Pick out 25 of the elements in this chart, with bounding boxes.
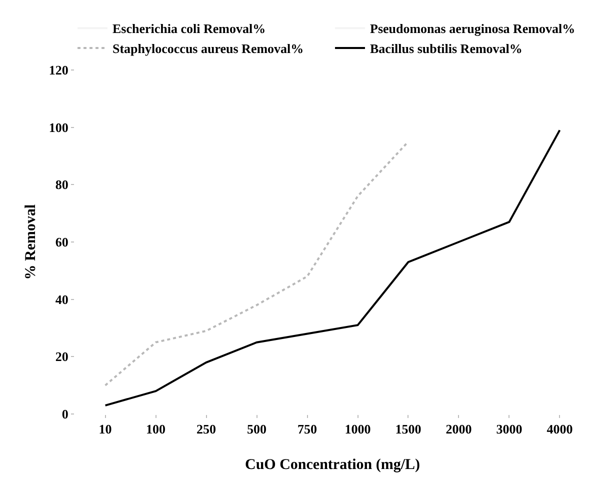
line-series <box>104 129 561 406</box>
x-tick-label: 100 <box>146 422 166 437</box>
x-tick-label: 10 <box>98 422 112 437</box>
x-tick-label: 1500 <box>395 422 422 437</box>
y-tick-label: 100 <box>48 120 68 135</box>
y-tick-label: 80 <box>55 177 68 192</box>
y-tick-label: 40 <box>55 292 68 307</box>
y-tick-label: 0 <box>62 406 68 422</box>
y-tick-label: 60 <box>55 234 68 250</box>
legend-label: Bacillus subtilis Removal% <box>370 41 522 56</box>
y-tick-label: 120 <box>48 62 68 78</box>
x-tick-label: 4000 <box>546 422 573 437</box>
x-tick-label: 1000 <box>344 422 371 437</box>
x-tick-label: 750 <box>298 422 317 437</box>
x-tick-label: 500 <box>247 422 267 437</box>
x-tick-label: 3000 <box>496 422 522 437</box>
x-tick-label: 2000 <box>446 422 472 437</box>
y-axis-title: % Removal <box>23 204 39 280</box>
line-series <box>104 140 410 386</box>
x-tick-label: 250 <box>196 422 216 437</box>
x-axis-title: CuO Concentration (mg/L) <box>245 457 420 473</box>
legend-label: Pseudomonas aeruginosa Removal% <box>370 21 576 36</box>
legend-label: Staphylococcus aureus Removal% <box>112 41 304 56</box>
legend-label: Escherichia coli Removal% <box>112 21 266 36</box>
y-tick-label: 20 <box>55 349 68 364</box>
